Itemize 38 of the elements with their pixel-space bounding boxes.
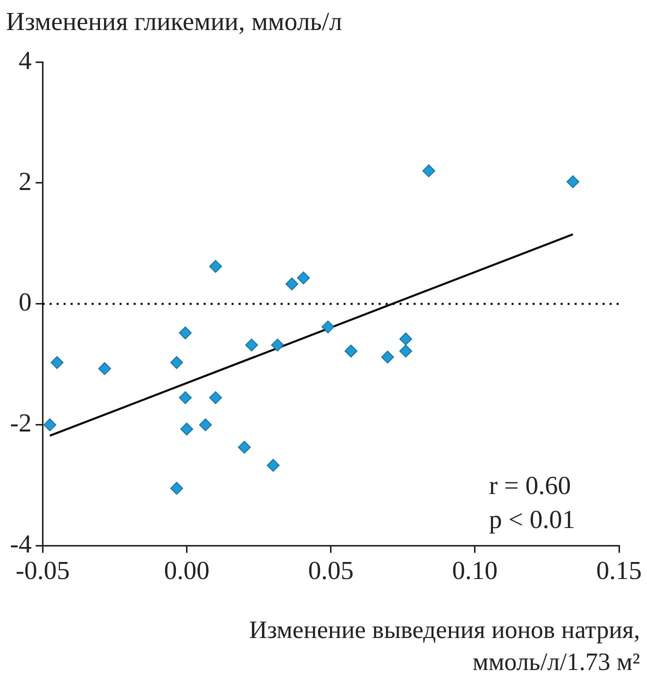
y-tick-label: -4 — [10, 530, 32, 559]
point — [322, 320, 334, 334]
x-tick-label: 0.15 — [596, 556, 642, 586]
point — [50, 356, 64, 369]
point — [209, 260, 222, 273]
point — [422, 164, 436, 178]
x-tick-label: 0.00 — [164, 556, 210, 586]
point — [381, 350, 394, 364]
y-axis-title: Изменения гликемии, ммоль/л — [6, 7, 342, 36]
point — [98, 362, 112, 376]
point — [170, 356, 184, 369]
annotation: p < 0.01 — [489, 504, 576, 534]
x-tick-label: 0.10 — [452, 556, 498, 586]
point — [344, 344, 358, 358]
point — [566, 175, 580, 188]
x-axis-title: Изменение выведения ионов натрия, ммоль/л/1.73 м² — [249, 617, 640, 676]
point — [399, 344, 412, 358]
x-tick-label: -0.05 — [16, 556, 70, 586]
point — [180, 422, 194, 436]
point — [43, 418, 56, 432]
point — [209, 391, 222, 404]
y-tick-label: 4 — [18, 46, 32, 75]
point — [245, 338, 258, 352]
point — [178, 326, 192, 340]
point — [199, 418, 212, 432]
point — [178, 391, 192, 404]
annotation: r = 0.60 — [489, 470, 571, 500]
point — [399, 332, 412, 346]
point — [238, 440, 251, 454]
y-tick-label: 0 — [18, 288, 32, 317]
y-tick-label: -2 — [10, 408, 32, 438]
point — [271, 338, 284, 352]
x-tick-label: 0.05 — [308, 556, 354, 586]
y-tick-label: 2 — [18, 166, 32, 196]
point — [286, 278, 298, 290]
point — [266, 458, 280, 472]
point — [297, 271, 310, 284]
point — [170, 482, 184, 495]
